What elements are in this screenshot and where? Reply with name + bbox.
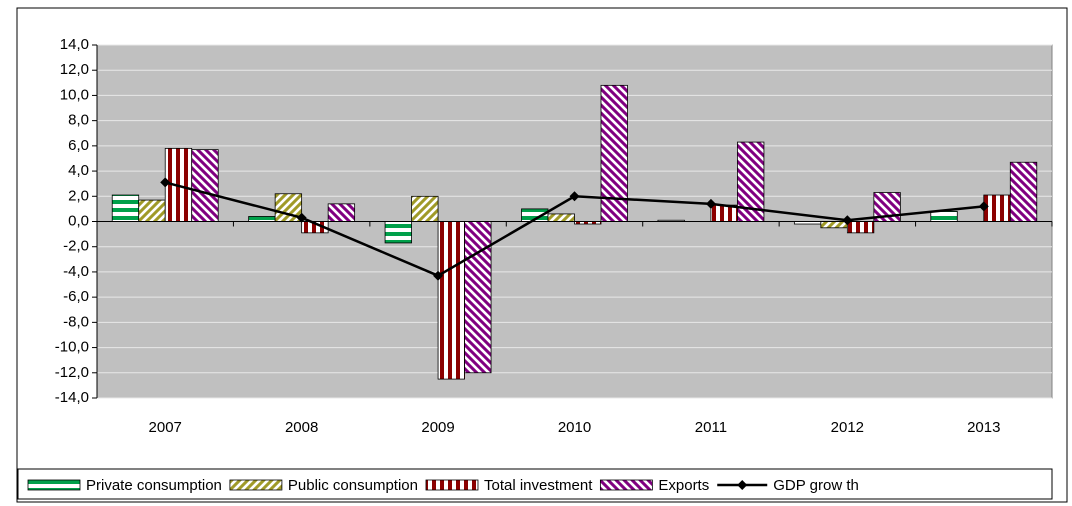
y-tick-label: 14,0 [60,36,89,53]
legend-label: GDP grow th [773,477,859,494]
bar [1009,161,1038,222]
bar [191,149,219,222]
y-tick-label: 4,0 [68,162,89,179]
y-tick-label: 0,0 [68,212,89,229]
x-tick-label: 2008 [285,419,318,436]
bar [930,211,958,222]
bar [846,221,875,234]
y-tick-label: -2,0 [63,238,89,255]
bar [437,221,465,380]
legend-swatch [229,479,283,491]
legend-label: Exports [658,477,709,494]
bar [547,213,575,222]
bar [820,221,848,229]
y-tick-label: -10,0 [55,339,89,356]
bar [600,84,628,222]
x-tick-label: 2012 [831,419,864,436]
legend-swatch [27,479,81,491]
y-tick-label: 6,0 [68,137,89,154]
legend-swatch [425,479,479,491]
legend-label: Private consumption [86,477,222,494]
y-tick-label: -12,0 [55,364,89,381]
line-marker [842,215,853,226]
bar [384,221,412,244]
line-marker [296,212,307,223]
bar [327,203,356,222]
y-tick-label: 8,0 [68,112,89,129]
y-tick-label: -14,0 [55,389,89,406]
x-tick-label: 2011 [695,419,727,436]
line-marker [569,191,580,202]
line-marker [705,198,716,209]
y-tick-label: 12,0 [60,61,89,78]
legend-label: Public consumption [288,477,418,494]
bar [983,194,1011,222]
legend-label: Total investment [484,477,593,494]
y-tick-label: 2,0 [68,187,89,204]
y-tick-label: 10,0 [60,86,89,103]
legend-swatch [599,479,653,491]
line-marker [160,177,171,188]
line-marker [978,201,989,212]
x-tick-label: 2009 [421,419,454,436]
y-tick-label: -4,0 [63,263,89,280]
bar [411,195,439,222]
bar [138,199,166,222]
bar [248,216,276,222]
x-tick-label: 2007 [149,419,182,436]
y-tick-label: -6,0 [63,288,89,305]
x-tick-label: 2010 [558,419,591,436]
bar [464,221,492,374]
legend-swatch [737,480,748,490]
line-marker [433,270,444,281]
bar [111,194,140,222]
legend-box [17,468,1053,500]
x-tick-label: 2013 [967,419,1000,436]
y-tick-label: -8,0 [63,313,89,330]
